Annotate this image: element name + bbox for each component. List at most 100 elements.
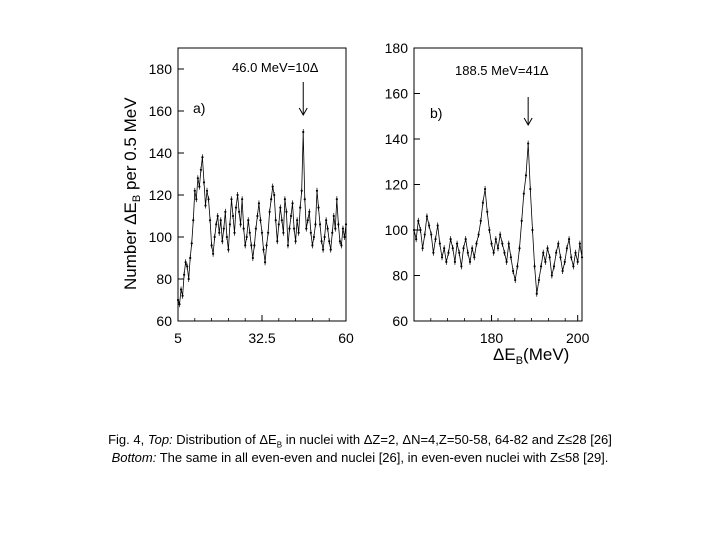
panel-a-data-point <box>291 200 294 207</box>
panel-a-data-point <box>267 229 270 236</box>
panel-b-data-point <box>557 240 560 247</box>
panel-a-data-point <box>227 246 230 253</box>
panel-a-data-point <box>201 154 204 161</box>
panel-a-data-point <box>184 259 187 266</box>
panel-b-data-point <box>466 249 469 256</box>
panel-b-data-point <box>576 258 579 265</box>
panel-b-annotation: 188.5 MeV=41Δ <box>455 63 549 78</box>
panel-a-data-point <box>341 225 345 232</box>
panel-a-data-point <box>280 217 283 224</box>
panel-a-data-point <box>329 246 332 253</box>
panel-b-data-point <box>531 227 534 233</box>
panel-a-data-point <box>225 234 228 240</box>
panel-b-data-point <box>492 249 495 256</box>
panel-b-data-point <box>542 249 545 256</box>
panel-b-ytick-label: 120 <box>385 177 409 193</box>
panel-a-data-point <box>234 204 238 211</box>
panel-a-ytick-label: 140 <box>149 145 173 161</box>
panel-b-data-point <box>511 267 515 274</box>
caption-text-2: The same in all even-even and nuclei [26… <box>156 450 609 465</box>
panel-b-data-point <box>449 236 452 243</box>
panel-b-arrow <box>523 97 533 127</box>
panel-a-data-point <box>224 208 227 215</box>
panel-b-data-point <box>451 245 454 252</box>
panel-a-data-point <box>237 208 241 215</box>
panel-b-data-point <box>430 231 433 238</box>
panel-a-data-point <box>331 229 334 236</box>
panel-a-data-point <box>314 221 317 228</box>
panel-a-data-point <box>296 217 299 224</box>
panel-a-ytick-label: 120 <box>149 187 173 203</box>
panel-a-data-point <box>318 221 322 228</box>
panel-a-data-point <box>247 217 250 224</box>
panel-b-data-point <box>443 245 446 252</box>
panel-b-data-point <box>565 245 569 252</box>
panel-a-data-point <box>300 187 303 194</box>
panel-b-data-point <box>432 249 435 256</box>
panel-b-data-point <box>483 186 487 193</box>
panel-b-data-point <box>509 254 513 261</box>
panel-b-data-point <box>522 190 525 197</box>
panel-a-data-point <box>196 175 199 182</box>
panel-a-data-point <box>328 238 331 245</box>
panel-b-data-point <box>464 236 467 243</box>
panel-a-data-point <box>202 179 206 186</box>
panel-b-data-point <box>518 245 521 252</box>
panel-a-data-point <box>289 213 293 219</box>
panel-a-data-point <box>230 196 233 203</box>
panel-b-data-point <box>415 236 418 243</box>
caption-line-1: Fig. 4, Top: Distribution of ΔEB in nucl… <box>0 432 720 450</box>
panel-a-data-point <box>248 229 251 236</box>
panel-b-data-point <box>412 227 416 233</box>
panel-b-data-point <box>499 231 502 238</box>
panel-a-data-point <box>216 213 219 219</box>
panel-a-data-point <box>343 234 346 240</box>
panel-a-data-point <box>179 286 183 293</box>
panel-a-data-point <box>208 217 212 224</box>
panel-a-data-point <box>260 229 264 236</box>
panel-a-data-point <box>228 221 232 228</box>
panel-a-data-point <box>338 238 341 245</box>
panel-b-data-point <box>436 222 439 229</box>
caption-rest: in nuclei with ΔZ=2, ΔN=4,Z=50-58, 64-82… <box>282 432 612 447</box>
panel-a-data-point <box>186 263 189 270</box>
panel-b-data-point <box>438 240 441 247</box>
panel-a-arrow <box>298 82 308 117</box>
figure-panels: Number ΔEB per 0.5 MeV 60 80 100 120 140 160 1… <box>121 40 590 367</box>
panel-a-data-point <box>306 217 309 224</box>
panel-b-data-point <box>434 236 437 243</box>
panel-a-data-point <box>332 213 335 219</box>
panel-b-data-point <box>548 254 551 261</box>
panel-a-data-point <box>241 196 244 203</box>
caption-prefix: Fig. 4, <box>108 432 148 447</box>
panel-b-ytick-label: 100 <box>385 222 409 238</box>
panel-a-data-point <box>311 242 314 249</box>
caption-text: Distribution of ΔE <box>172 432 277 447</box>
panel-a-data-point <box>198 183 201 190</box>
panel-b-data-point <box>514 277 517 284</box>
panel-a-data-point <box>219 217 222 224</box>
panel-b-data-point <box>574 249 577 256</box>
panel-a-data-point <box>344 221 348 228</box>
panel-b-data-point <box>505 258 508 265</box>
panel-a-data-point <box>265 242 268 249</box>
panel-b-ytick-label: 160 <box>385 86 409 102</box>
panel-a-data-point <box>207 196 210 203</box>
panel-b-data-point <box>473 254 476 261</box>
panel-b-data-point <box>533 263 536 270</box>
panel-a-data-point <box>321 246 325 253</box>
panel-a-data-point <box>309 229 312 236</box>
panel-a-xtick-label: 5 <box>174 330 182 346</box>
panel-b-data-point <box>503 249 506 256</box>
caption-line-2: Bottom: The same in all even-even and nu… <box>0 450 720 465</box>
panel-a-data-point <box>195 196 198 203</box>
panel-b-data-point <box>524 172 528 179</box>
panel-b-data-point <box>481 199 485 206</box>
panel-a-data-point <box>192 217 195 224</box>
panel-a-data-point <box>253 242 256 249</box>
panel-b-data-point <box>570 254 573 261</box>
panel-a-data-point <box>222 225 225 232</box>
panel-a-data-point <box>254 225 257 232</box>
panel-a-data-point <box>320 238 323 245</box>
